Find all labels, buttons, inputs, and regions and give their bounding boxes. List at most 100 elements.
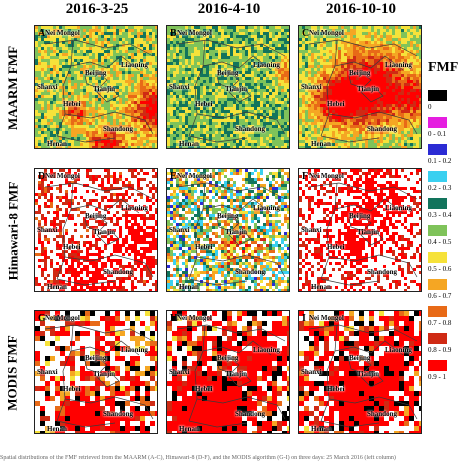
label-beijing: Beijing <box>85 354 107 362</box>
row-title-2: Himawari-8 FMF <box>5 181 20 280</box>
legend-swatch-3 <box>428 171 447 182</box>
label-shanxi: Shanxi <box>169 83 190 91</box>
label-beijing: Beijing <box>217 69 239 77</box>
label-hebei: Hebei <box>327 385 345 393</box>
fmf-raster-g <box>35 311 157 433</box>
label-shanxi: Shanxi <box>37 226 58 234</box>
map-panel-h: H Nei Mongol Liaoning Beijing Tianjin Sh… <box>166 310 290 434</box>
label-henan: Henan <box>179 140 199 148</box>
fmf-raster-b <box>167 26 289 148</box>
label-henan: Henan <box>179 283 199 291</box>
label-hebei: Hebei <box>327 243 345 251</box>
map-panel-i: I Nei Mongol Liaoning Beijing Tianjin Sh… <box>298 310 422 434</box>
label-nei-mongol: Nei Mongol <box>45 172 80 180</box>
map-panel-a: A Nei Mongol Liaoning Beijing Tianjin Sh… <box>34 25 158 149</box>
map-panel-d: D Nei Mongol Liaoning Beijing Tianjin Sh… <box>34 168 158 292</box>
row-title-3: MODIS FMF <box>5 334 20 411</box>
panel-letter-f: F <box>302 171 309 182</box>
label-liaoning: Liaoning <box>385 346 412 354</box>
legend-swatch-1 <box>428 117 447 128</box>
legend-title: FMF <box>428 60 459 75</box>
map-panel-b: B Nei Mongol Liaoning Beijing Tianjin Sh… <box>166 25 290 149</box>
fmf-raster-e <box>167 169 289 291</box>
panel-letter-d: D <box>38 171 46 182</box>
label-liaoning: Liaoning <box>121 204 148 212</box>
legend-label-2: 0.1 - 0.2 <box>428 157 452 165</box>
label-shanxi: Shanxi <box>301 83 322 91</box>
label-henan: Henan <box>47 283 67 291</box>
label-tianjin: Tianjin <box>93 370 116 378</box>
label-henan: Henan <box>47 425 67 433</box>
label-henan: Henan <box>47 140 67 148</box>
legend-label-10: 0.9 - 1 <box>428 373 447 381</box>
label-shanxi: Shanxi <box>301 368 322 376</box>
fmf-raster-c <box>299 26 421 148</box>
panel-letter-c: C <box>302 28 310 39</box>
label-tianjin: Tianjin <box>93 85 116 93</box>
column-title-1: 2016-3-25 <box>65 1 129 17</box>
label-shanxi: Shanxi <box>169 368 190 376</box>
legend-swatch-7 <box>428 279 447 290</box>
panel-letter-h: H <box>170 313 178 324</box>
label-shanxi: Shanxi <box>169 226 190 234</box>
label-liaoning: Liaoning <box>253 204 280 212</box>
label-liaoning: Liaoning <box>121 61 148 69</box>
label-shandong: Shandong <box>103 268 133 276</box>
legend-swatch-8 <box>428 306 447 317</box>
label-shandong: Shandong <box>103 410 133 418</box>
legend-label-1: 0 - 0.1 <box>428 130 447 138</box>
map-panel-f: F Nei Mongol Liaoning Beijing Tianjin Sh… <box>298 168 422 292</box>
label-henan: Henan <box>179 425 199 433</box>
legend-label-5: 0.4 - 0.5 <box>428 238 452 246</box>
label-beijing: Beijing <box>349 212 371 220</box>
label-tianjin: Tianjin <box>357 228 380 236</box>
label-hebei: Hebei <box>63 385 81 393</box>
column-title-3: 2016-10-10 <box>326 1 396 17</box>
fmf-legend: FMF 0 0 - 0.1 0.1 - 0.2 0.2 - 0.3 0.3 - … <box>424 60 474 395</box>
label-hebei: Hebei <box>195 100 213 108</box>
panel-letter-e: E <box>170 171 177 182</box>
label-tianjin: Tianjin <box>225 370 248 378</box>
map-panel-c: C Nei Mongol Liaoning Beijing Tianjin Sh… <box>298 25 422 149</box>
label-shandong: Shandong <box>367 125 397 133</box>
label-liaoning: Liaoning <box>385 204 412 212</box>
label-nei-mongol: Nei Mongol <box>177 29 212 37</box>
legend-label-7: 0.6 - 0.7 <box>428 292 452 300</box>
label-nei-mongol: Nei Mongol <box>309 29 344 37</box>
label-henan: Henan <box>311 140 331 148</box>
fmf-raster-f <box>299 169 421 291</box>
panel-letter-a: A <box>38 28 46 39</box>
label-hebei: Hebei <box>63 100 81 108</box>
panel-letter-b: B <box>170 28 177 39</box>
legend-swatch-5 <box>428 225 447 236</box>
label-shandong: Shandong <box>367 410 397 418</box>
label-tianjin: Tianjin <box>225 85 248 93</box>
column-title-2: 2016-4-10 <box>197 1 261 17</box>
fmf-raster-a <box>35 26 157 148</box>
label-tianjin: Tianjin <box>357 370 380 378</box>
label-hebei: Hebei <box>63 243 81 251</box>
label-shandong: Shandong <box>103 125 133 133</box>
label-beijing: Beijing <box>217 212 239 220</box>
label-nei-mongol: Nei Mongol <box>309 314 344 322</box>
legend-swatch-4 <box>428 198 447 209</box>
legend-label-4: 0.3 - 0.4 <box>428 211 452 219</box>
label-nei-mongol: Nei Mongol <box>177 314 212 322</box>
map-panel-e: E Nei Mongol Liaoning Beijing Tianjin Sh… <box>166 168 290 292</box>
legend-swatch-10 <box>428 360 447 371</box>
label-liaoning: Liaoning <box>385 61 412 69</box>
label-beijing: Beijing <box>349 69 371 77</box>
fmf-raster-h <box>167 311 289 433</box>
label-nei-mongol: Nei Mongol <box>177 172 212 180</box>
label-beijing: Beijing <box>85 212 107 220</box>
label-tianjin: Tianjin <box>357 85 380 93</box>
panel-letter-g: G <box>38 313 46 324</box>
legend-swatch-0 <box>428 90 447 101</box>
label-shandong: Shandong <box>235 410 265 418</box>
label-nei-mongol: Nei Mongol <box>309 172 344 180</box>
label-liaoning: Liaoning <box>253 61 280 69</box>
figure-caption: Spatial distributions of the FMF retriev… <box>0 455 396 461</box>
label-tianjin: Tianjin <box>93 228 116 236</box>
label-liaoning: Liaoning <box>253 346 280 354</box>
